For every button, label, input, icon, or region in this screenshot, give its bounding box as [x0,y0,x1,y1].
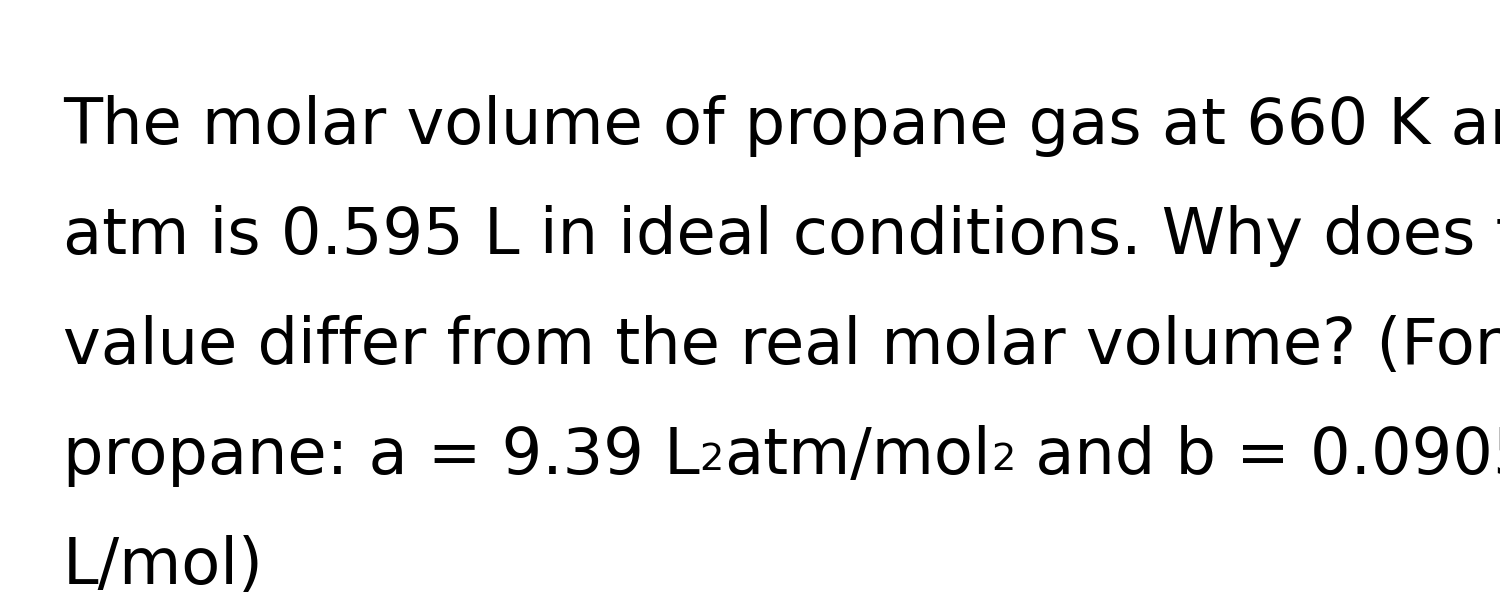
Text: L/mol): L/mol) [63,535,264,597]
Text: atm is 0.595 L in ideal conditions. Why does this: atm is 0.595 L in ideal conditions. Why … [63,205,1500,267]
Text: and b = 0.0905: and b = 0.0905 [1016,425,1500,487]
Text: 2: 2 [699,442,724,478]
Text: 2: 2 [990,442,1016,478]
Text: The molar volume of propane gas at 660 K and 91: The molar volume of propane gas at 660 K… [63,95,1500,157]
Text: propane: a = 9.39 L: propane: a = 9.39 L [63,425,699,487]
Text: atm/mol: atm/mol [724,425,990,487]
Text: value differ from the real molar volume? (For: value differ from the real molar volume?… [63,315,1500,377]
